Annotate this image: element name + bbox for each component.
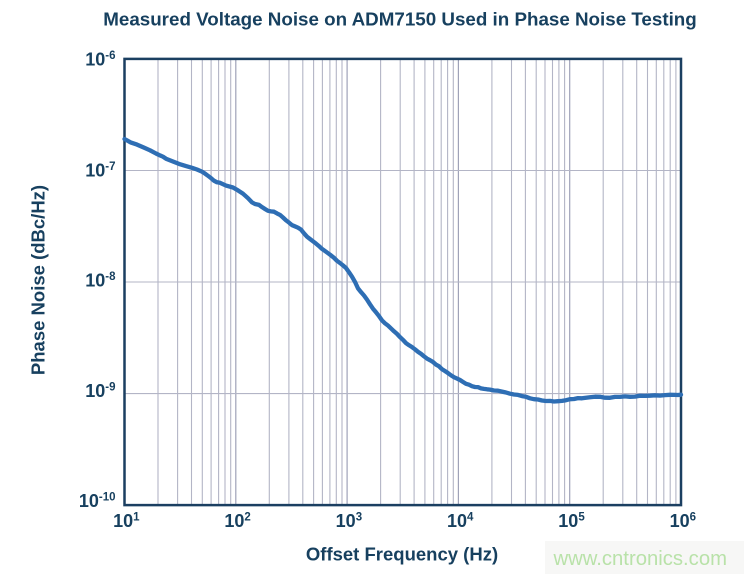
- svg-text:10-7: 10-7: [85, 160, 115, 180]
- svg-text:Phase Noise (dBc/Hz): Phase Noise (dBc/Hz): [28, 185, 49, 375]
- svg-text:10-10: 10-10: [79, 491, 116, 511]
- svg-text:106: 106: [670, 511, 696, 531]
- svg-text:101: 101: [113, 511, 140, 531]
- svg-text:103: 103: [336, 511, 362, 531]
- svg-text:10-8: 10-8: [85, 271, 116, 291]
- svg-text:104: 104: [447, 511, 474, 531]
- svg-text:Offset Frequency (Hz): Offset Frequency (Hz): [306, 544, 498, 565]
- svg-text:www.cntronics.com: www.cntronics.com: [552, 548, 727, 570]
- svg-text:Measured Voltage Noise on ADM7: Measured Voltage Noise on ADM7150 Used i…: [103, 9, 697, 30]
- svg-text:10-6: 10-6: [85, 50, 115, 70]
- svg-text:10-9: 10-9: [85, 381, 115, 401]
- svg-text:105: 105: [558, 511, 585, 531]
- svg-text:102: 102: [224, 511, 250, 531]
